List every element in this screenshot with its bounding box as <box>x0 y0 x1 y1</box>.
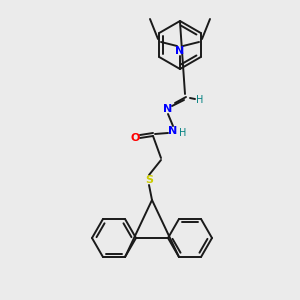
Text: N: N <box>168 126 178 136</box>
Text: H: H <box>179 128 187 138</box>
Text: N: N <box>164 104 172 114</box>
Text: N: N <box>176 46 184 56</box>
Text: H: H <box>196 95 204 105</box>
Text: S: S <box>145 175 153 185</box>
Text: O: O <box>130 133 140 143</box>
